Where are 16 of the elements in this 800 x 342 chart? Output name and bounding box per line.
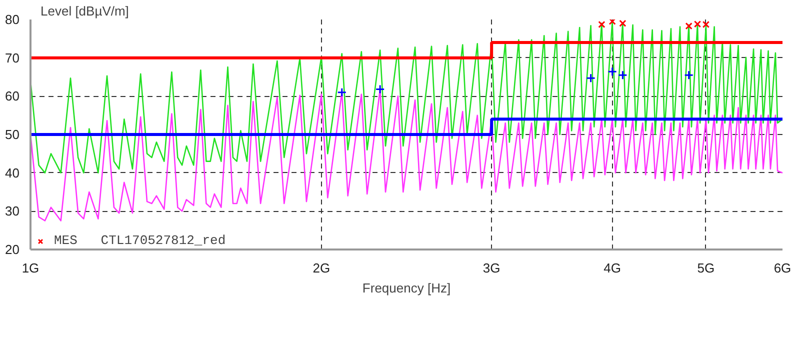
y-tick-label: 30 (5, 204, 20, 219)
x-tick-label: 6G (774, 260, 792, 276)
y-tick-label: 70 (5, 50, 20, 66)
x-tick-label: 3G (482, 260, 500, 276)
y-tick-label: 60 (5, 88, 20, 104)
y-tick-label: 80 (5, 12, 20, 27)
x-axis-title: Frequency [Hz] (362, 280, 451, 296)
y-tick-label: 40 (5, 165, 20, 180)
y-axis-title: Level [dBµV/m] (40, 4, 129, 18)
x-tick-label: 4G (604, 260, 621, 276)
x-tick-label: 1G (22, 260, 40, 276)
y-tick-label: 50 (5, 127, 20, 142)
legend-label: MES CTL170527812_red (54, 233, 226, 248)
x-tick-label: 2G (312, 260, 330, 276)
y-tick-label: 20 (5, 242, 20, 257)
x-tick-label: 5G (697, 260, 715, 276)
